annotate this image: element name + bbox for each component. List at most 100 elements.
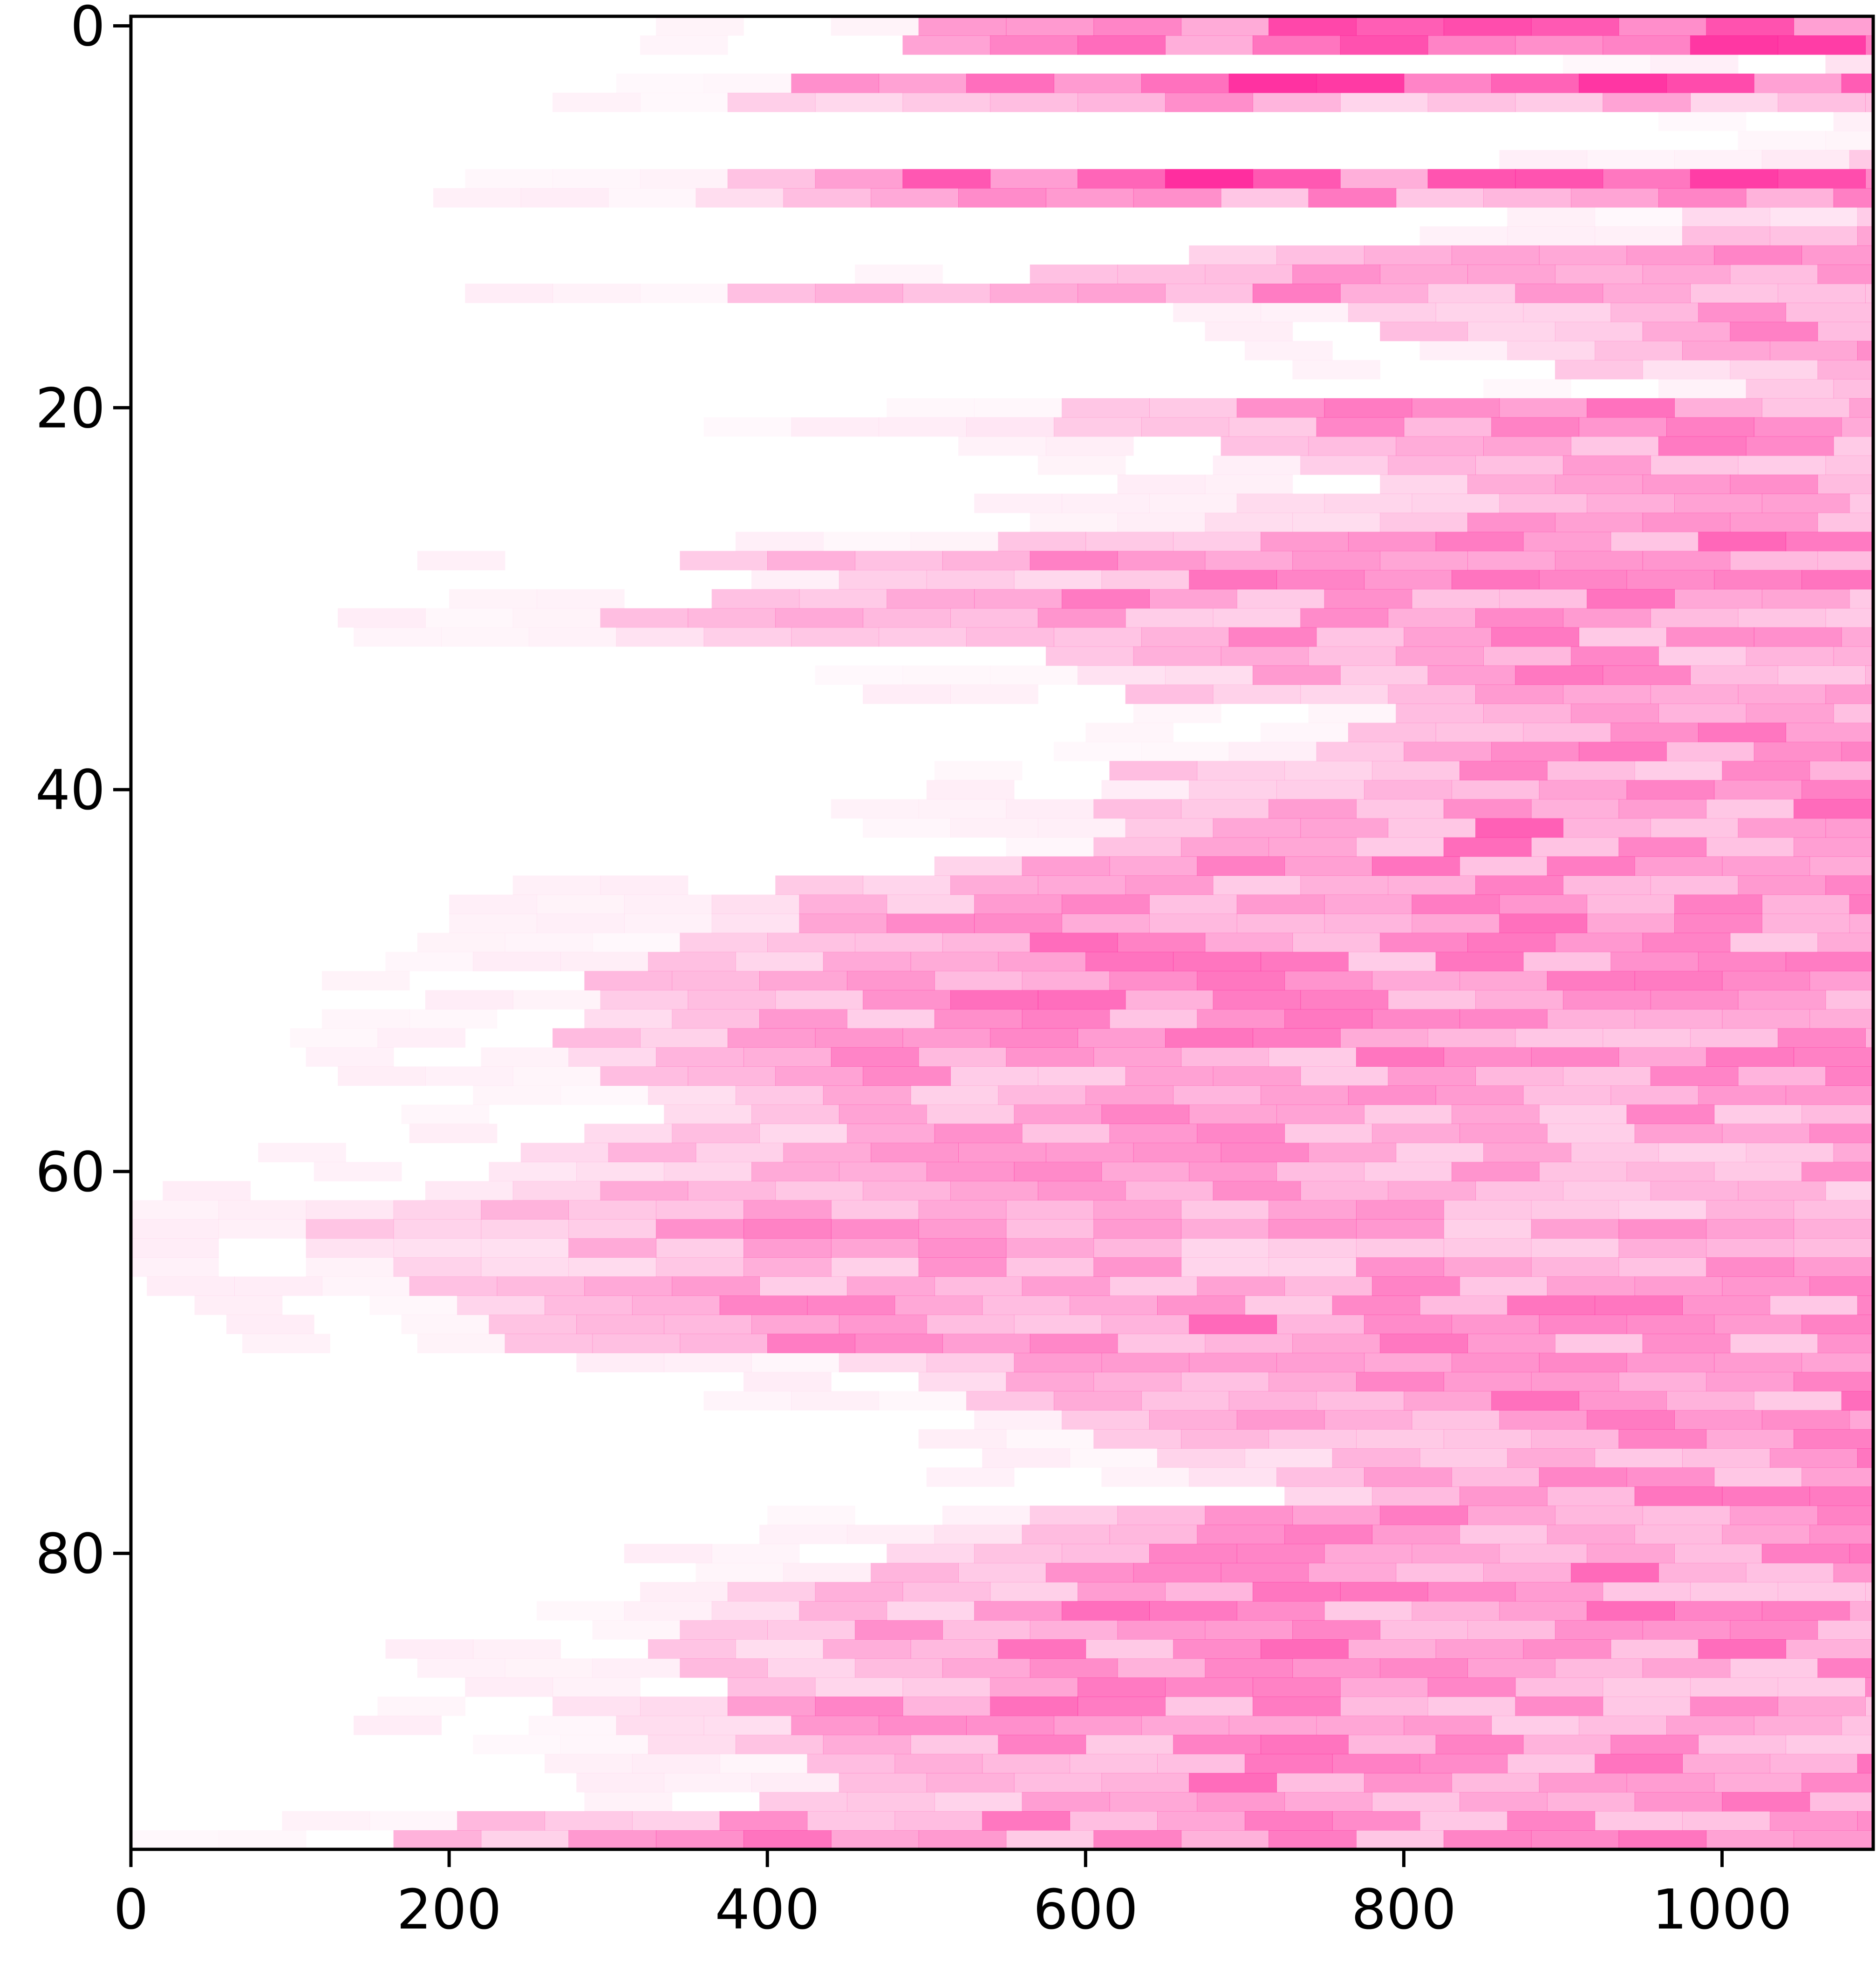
heatmap-cell (1595, 1295, 1683, 1315)
heatmap-cell (1499, 589, 1588, 609)
heatmap-cell (1674, 589, 1762, 609)
heatmap-cell (1435, 1639, 1524, 1659)
heatmap-cell (1666, 742, 1754, 762)
heatmap-row (1093, 837, 1874, 857)
heatmap-cell (393, 1219, 482, 1239)
heatmap-cell (735, 1639, 824, 1659)
heatmap-cell (1244, 1754, 1333, 1773)
heatmap-cell (1269, 1257, 1357, 1277)
heatmap-cell (863, 875, 951, 895)
heatmap-cell (1794, 1429, 1874, 1449)
heatmap-cell (1372, 761, 1460, 781)
heatmap-cell (823, 1735, 911, 1754)
heatmap-cell (1817, 1506, 1874, 1525)
heatmap-row (1419, 226, 1874, 246)
heatmap-cell (1499, 1410, 1588, 1430)
heatmap-cell (218, 1200, 307, 1220)
heatmap-cell (1117, 1334, 1206, 1353)
heatmap-cell (1610, 1085, 1699, 1105)
heatmap-row (1045, 646, 1874, 666)
heatmap-cell (887, 1544, 975, 1563)
heatmap-cell (1006, 16, 1094, 36)
heatmap-cell (1523, 952, 1611, 972)
heatmap-row (314, 1162, 1874, 1181)
heatmap-cell (1348, 302, 1436, 322)
x-tick-label: 400 (715, 1877, 820, 1942)
heatmap-cell (1093, 1200, 1182, 1220)
heatmap-cell (727, 1677, 816, 1697)
heatmap-cell (1062, 589, 1150, 609)
heatmap-row (354, 627, 1874, 647)
heatmap-cell (831, 1200, 919, 1220)
heatmap-cell (1786, 952, 1874, 972)
heatmap-cell (1746, 436, 1834, 456)
heatmap-cell (998, 1639, 1086, 1659)
heatmap-cell (656, 1047, 744, 1067)
heatmap-cell (1045, 646, 1134, 666)
heatmap-row (465, 1677, 1874, 1697)
heatmap-cell (1284, 856, 1372, 876)
heatmap-cell (1841, 417, 1874, 437)
heatmap-cell (1261, 532, 1349, 552)
heatmap-cell (1475, 1066, 1563, 1086)
heatmap-cell (982, 1754, 1070, 1773)
heatmap-cell (1714, 570, 1802, 590)
heatmap-cell (505, 1334, 593, 1353)
heatmap-cell (1300, 1066, 1389, 1086)
heatmap-cell (1809, 1792, 1874, 1812)
heatmap-cell (1857, 1811, 1874, 1831)
heatmap-row (592, 1620, 1874, 1640)
heatmap-cell (1205, 1334, 1293, 1353)
heatmap-cell (1746, 1563, 1834, 1582)
heatmap-cell (1626, 780, 1715, 800)
heatmap-cell (290, 1028, 378, 1048)
heatmap-cell (1714, 245, 1802, 265)
heatmap-cell (1642, 1334, 1731, 1353)
heatmap-cell (1460, 971, 1548, 991)
heatmap-cell (1284, 1276, 1372, 1296)
heatmap-cell (1284, 1009, 1372, 1029)
heatmap-cell (1794, 1047, 1874, 1067)
heatmap-cell (1714, 1315, 1802, 1334)
heatmap-cell (512, 990, 601, 1010)
heatmap-row (934, 856, 1874, 876)
heatmap-cell (894, 1811, 983, 1831)
heatmap-cell (1634, 1276, 1723, 1296)
heatmap-cell (1515, 283, 1603, 303)
heatmap-cell (1587, 398, 1675, 418)
heatmap-cell (974, 913, 1062, 934)
heatmap-cell (1443, 1830, 1532, 1850)
heatmap-cell (1603, 1677, 1691, 1697)
heatmap-row (321, 1009, 1874, 1029)
heatmap-row (624, 1601, 1874, 1621)
heatmap-cell (1507, 1811, 1596, 1831)
heatmap-cell (640, 1697, 728, 1716)
heatmap-cell (1165, 1697, 1253, 1716)
heatmap-cell (1380, 1620, 1468, 1640)
heatmap-cell (799, 1601, 887, 1621)
heatmap-cell (1491, 417, 1579, 437)
heatmap-cell (568, 1830, 656, 1850)
heatmap-cell (1451, 1467, 1540, 1487)
heatmap-cell (1030, 1506, 1118, 1525)
heatmap-cell (1078, 1697, 1166, 1716)
heatmap-cell (1658, 112, 1746, 131)
heatmap-cell (1308, 188, 1397, 208)
heatmap-cell (759, 1276, 847, 1296)
heatmap-cell (863, 1066, 951, 1086)
heatmap-cell (1626, 570, 1715, 590)
heatmap-cell (1380, 1334, 1468, 1353)
heatmap-cell (751, 570, 839, 590)
heatmap-cell (1626, 1162, 1715, 1181)
heatmap-cell (1825, 990, 1874, 1010)
heatmap-cell (1133, 703, 1221, 723)
heatmap-cell (1149, 1410, 1237, 1430)
heatmap-cell (1364, 1353, 1452, 1372)
heatmap-row (194, 1295, 1874, 1315)
heatmap-cell (1244, 1811, 1333, 1831)
heatmap-cell (1340, 1697, 1428, 1716)
heatmap-row (1109, 761, 1874, 781)
heatmap-cell (1300, 684, 1389, 704)
heatmap-cell (1292, 1620, 1380, 1640)
heatmap-cell (465, 169, 553, 189)
